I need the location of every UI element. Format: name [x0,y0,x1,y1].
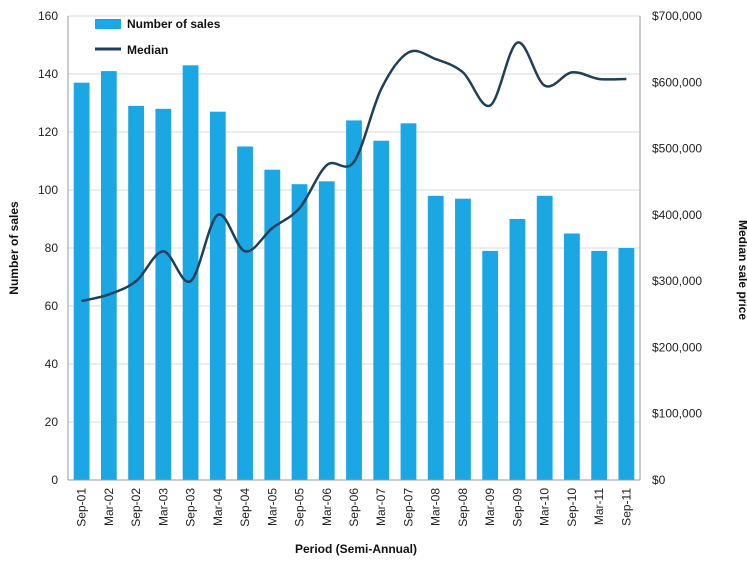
x-tick-label: Sep-02 [129,488,143,527]
bar [536,195,553,481]
legend: Number of sales Median [95,17,221,57]
left-tick-label: 140 [38,67,58,81]
bar [591,250,608,480]
bar [482,250,499,480]
right-tick-label: $300,000 [652,274,702,288]
x-tick-label: Mar-07 [374,488,388,526]
left-tick-label: 20 [45,415,59,429]
legend-label-line: Median [127,43,168,57]
axes [67,16,641,481]
x-tick-label: Sep-04 [238,488,252,527]
right-tick-label: $600,000 [652,75,702,89]
bar [346,120,362,481]
x-tick-label: Sep-11 [619,488,633,526]
bar [318,181,335,481]
bar [128,105,144,481]
bar [618,248,635,480]
left-axis-title: Number of sales [7,201,21,295]
left-tick-label: 40 [45,357,59,371]
x-tick-label: Mar-08 [429,488,443,526]
x-tick-label: Sep-07 [401,488,415,527]
x-tick-label: Mar-06 [320,488,334,526]
x-tick-label: Sep-08 [456,488,470,527]
x-tick-label: Sep-09 [510,488,524,527]
left-tick-label: 60 [45,299,59,313]
x-tick-label: Mar-10 [538,488,552,526]
bar [182,65,199,481]
x-tick-label: Sep-05 [293,488,307,527]
x-tick-label: Mar-05 [265,488,279,526]
line-series [81,41,627,303]
legend-label-bars: Number of sales [127,17,221,31]
bar [209,111,226,480]
right-tick-label: $500,000 [652,142,702,156]
bar [427,195,444,481]
right-axis-ticks: $0 $100,000 $200,000 $300,000 $400,000 $500,0… [652,9,702,487]
x-axis-ticks: Sep-01 Mar-02 Sep-02 Mar-03 Sep-03 Mar-04 Sep-… [75,488,634,527]
x-axis-title: Period (Semi-Annual) [295,542,417,556]
right-axis-title: Median sale price [736,220,747,320]
x-tick-label: Sep-10 [565,488,579,527]
legend-swatch-bars [95,19,121,29]
right-tick-label: $700,000 [652,9,702,23]
x-tick-label: Mar-02 [102,488,116,526]
bar [264,169,281,480]
bar [155,108,172,481]
left-tick-label: 160 [38,9,58,23]
bar [509,219,526,480]
bar [100,71,117,480]
bar [564,233,580,480]
right-tick-label: $400,000 [652,208,702,222]
x-tick-label: Sep-03 [184,488,198,527]
x-tick-label: Mar-03 [156,488,170,526]
bar [373,140,390,480]
bar [455,198,471,480]
left-tick-label: 100 [38,183,58,197]
right-tick-label: $100,000 [652,407,702,421]
x-tick-label: Mar-11 [592,488,606,525]
left-tick-label: 80 [45,241,59,255]
left-tick-label: 0 [51,473,58,487]
bar [237,146,253,480]
x-tick-label: Sep-06 [347,488,361,527]
x-tick-label: Mar-09 [483,488,497,526]
left-tick-label: 120 [38,125,58,139]
right-tick-label: $0 [652,473,666,487]
bar [73,82,90,480]
bar-series [73,65,635,481]
median-line [81,41,627,303]
x-tick-label: Sep-01 [75,488,89,527]
right-tick-label: $200,000 [652,340,702,354]
bar [400,123,417,481]
bar [291,184,308,480]
left-axis-ticks: 0 20 40 60 80 100 120 140 160 [38,9,58,487]
x-tick-label: Mar-04 [211,488,225,526]
